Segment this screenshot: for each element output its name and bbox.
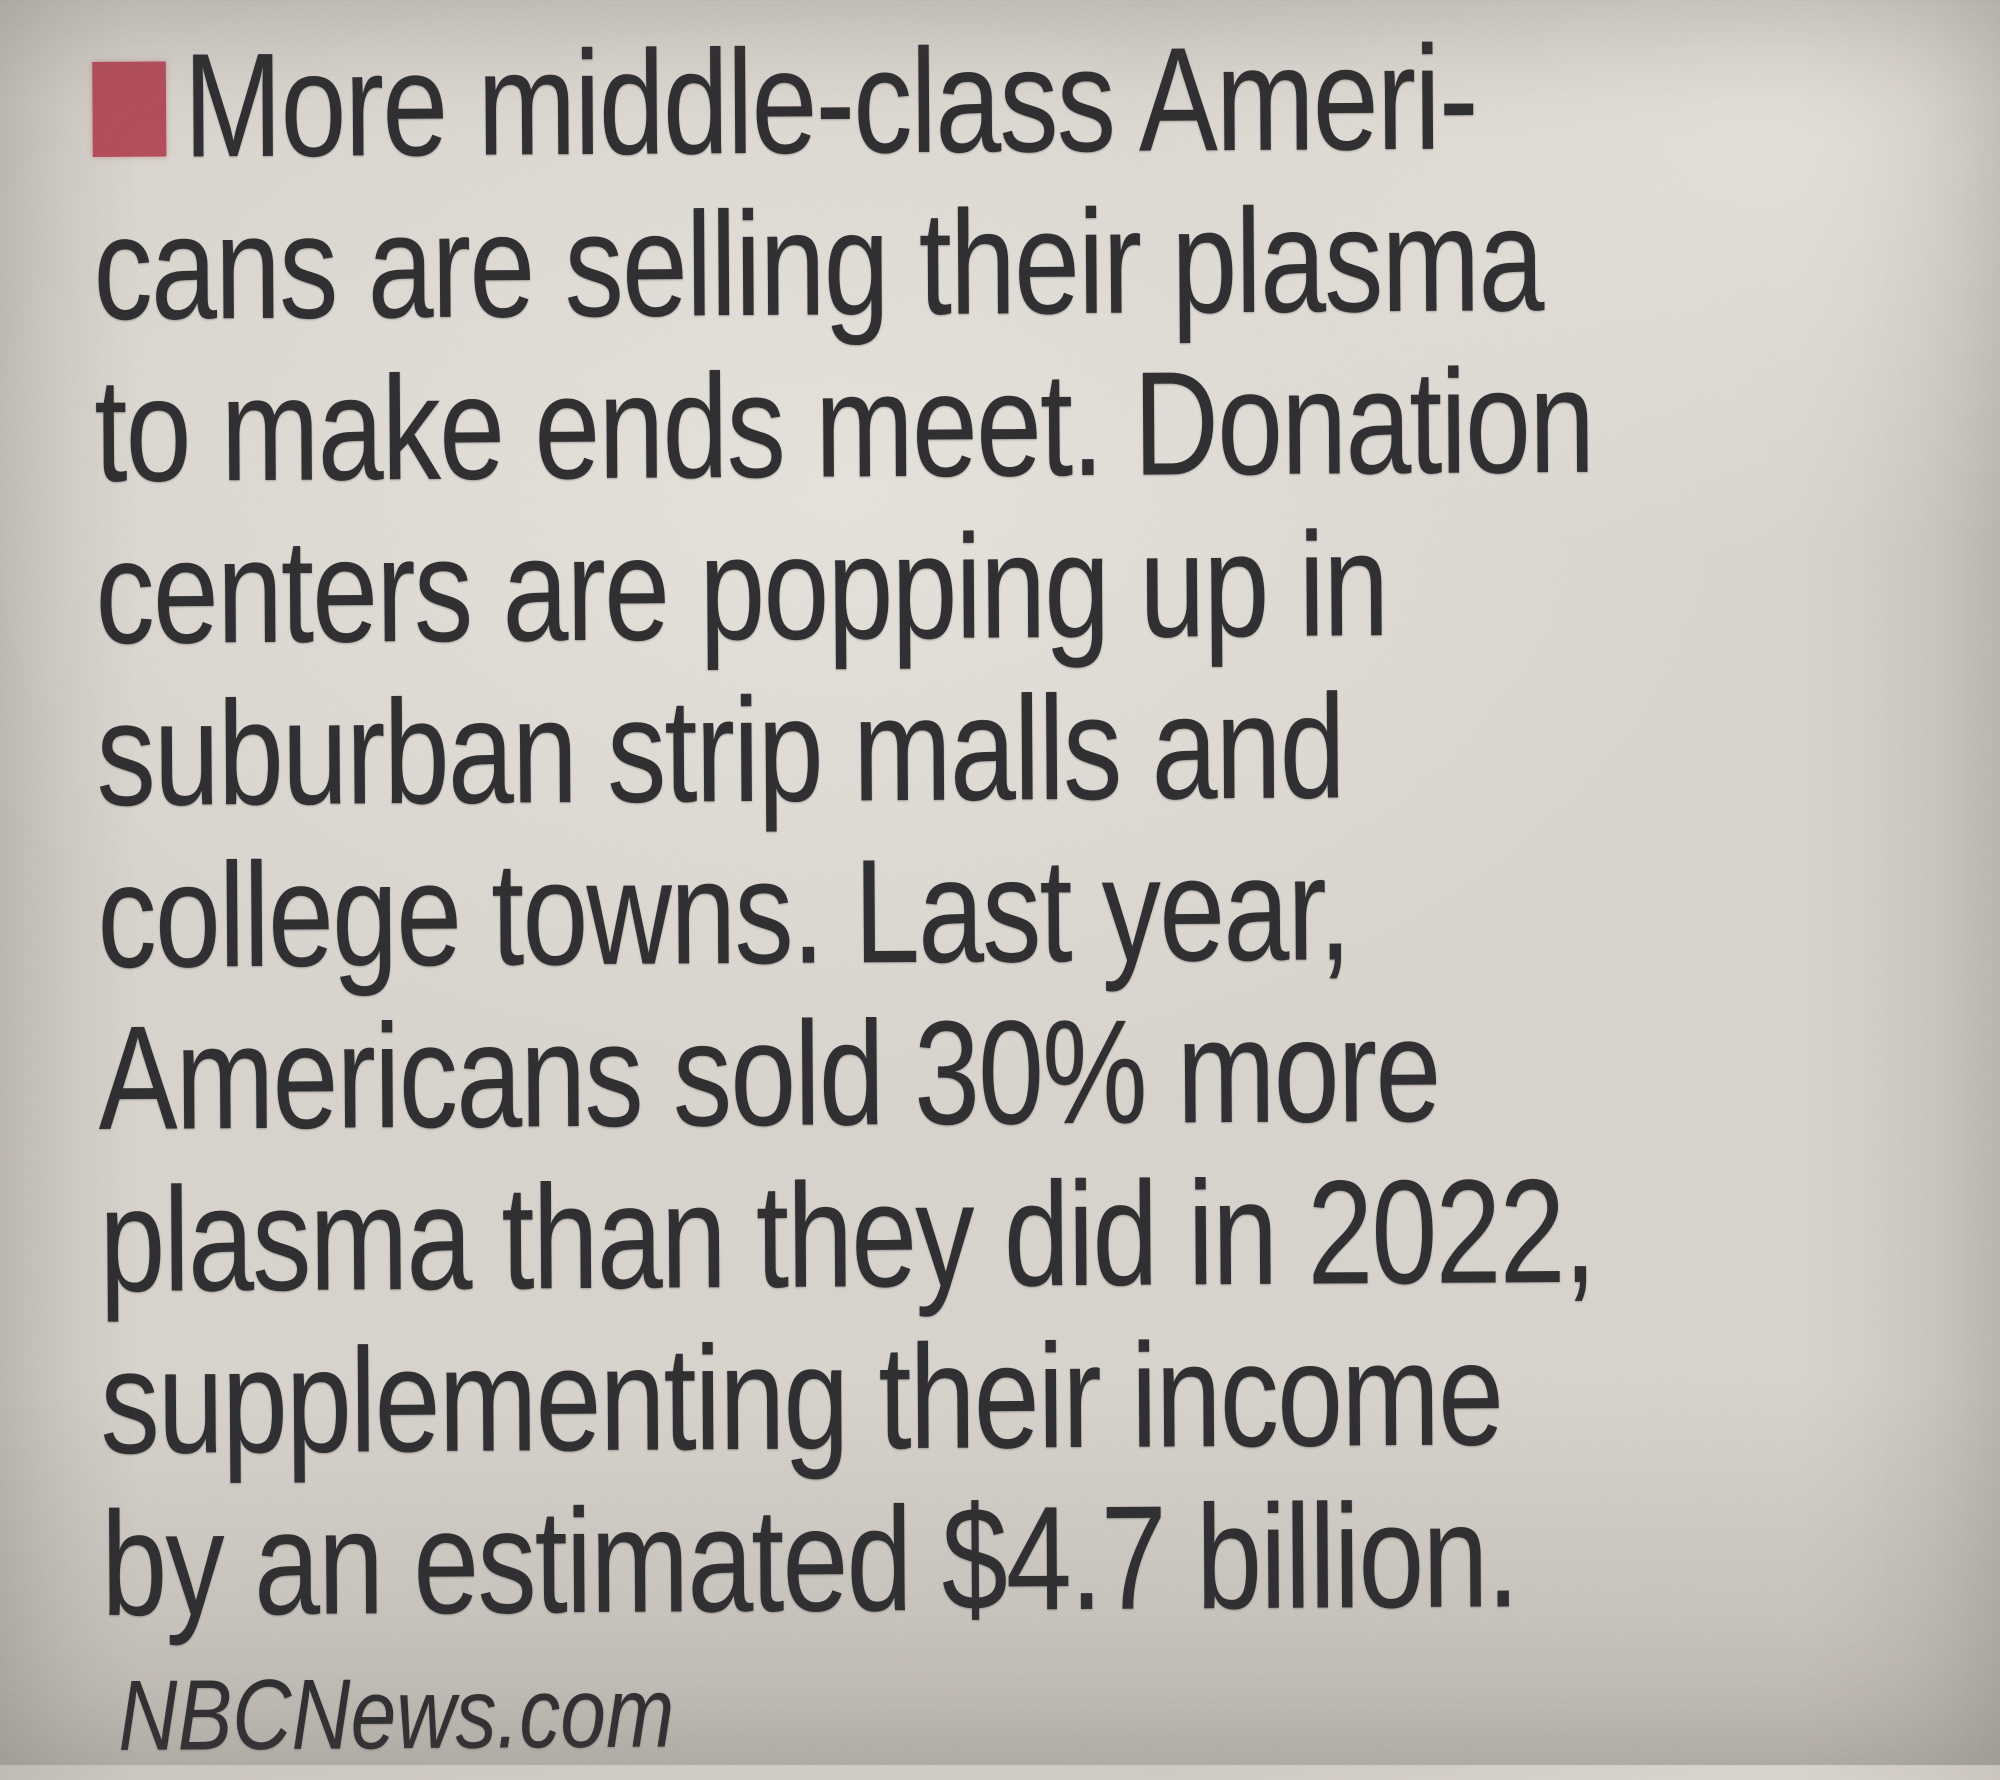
red-bullet-square <box>92 61 167 157</box>
article-line: cans are selling their plasma <box>92 177 1543 351</box>
article-line: centers are popping up in <box>94 502 1388 675</box>
article-line: college towns. Last year, <box>96 826 1351 999</box>
article-line: Americans sold 30% more <box>97 987 1440 1161</box>
article-line: to make ends meet. Donation <box>93 338 1594 513</box>
news-brief: More middle-class Ameri- cans are sellin… <box>92 15 1971 1780</box>
article-line: by an estimated $4.7 billion. <box>100 1473 1519 1647</box>
article-line: plasma than they did in 2022, <box>98 1148 1596 1323</box>
article-line-text: More middle-class Ameri- <box>183 15 1478 189</box>
article-line: supplementing their income <box>99 1311 1503 1485</box>
source-attribution: NBCNews.com <box>117 1656 675 1772</box>
article-line: suburban strip malls and <box>95 664 1345 837</box>
article-line: More middle-class Ameri- <box>92 15 1587 189</box>
